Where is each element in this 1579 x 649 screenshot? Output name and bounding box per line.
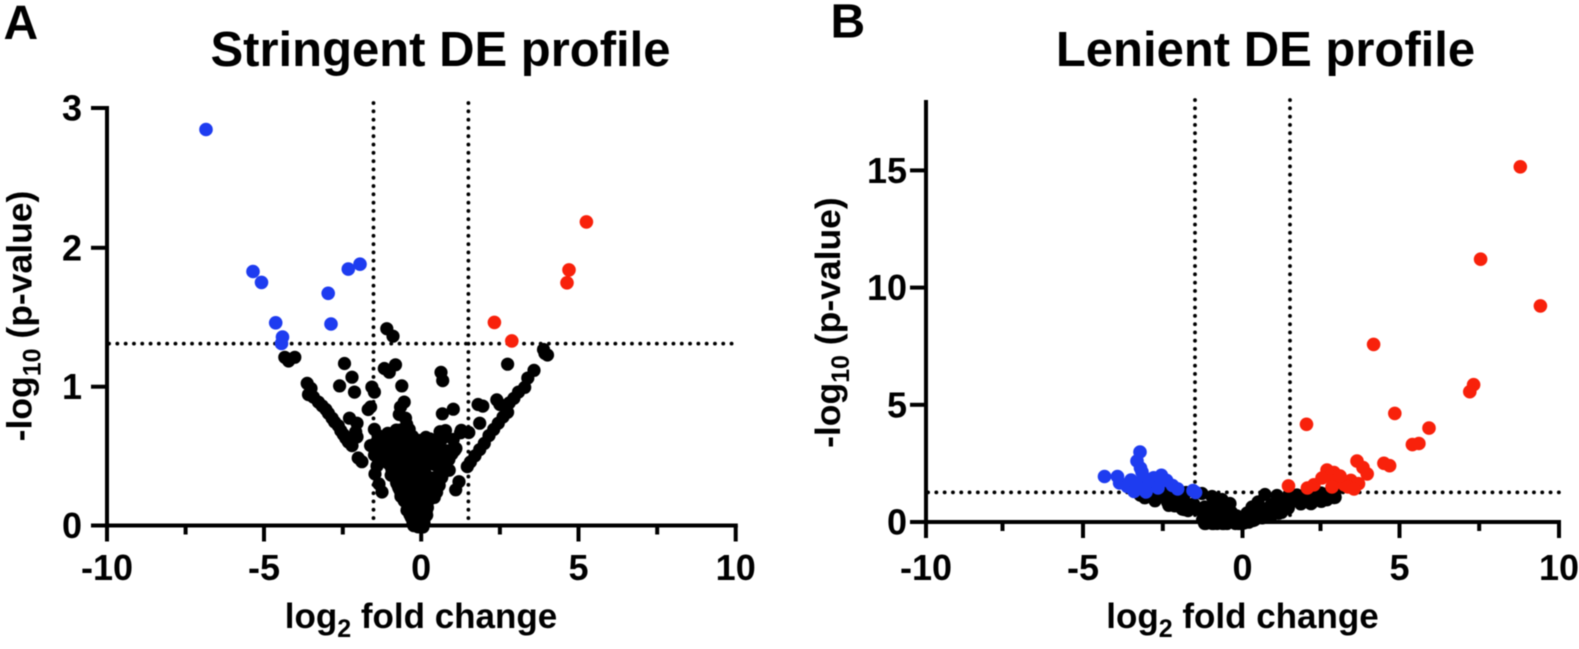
svg-text:15: 15	[867, 150, 907, 191]
svg-text:B: B	[831, 0, 866, 49]
svg-text:-log10 (p-value): -log10 (p-value)	[0, 191, 47, 442]
svg-text:10: 10	[1539, 547, 1579, 588]
svg-text:Lenient DE profile: Lenient DE profile	[1056, 23, 1475, 77]
svg-text:5: 5	[568, 547, 588, 588]
svg-text:-5: -5	[248, 547, 280, 588]
svg-text:A: A	[4, 0, 39, 50]
svg-text:log2 fold change: log2 fold change	[1106, 597, 1379, 643]
svg-text:log2 fold change: log2 fold change	[285, 597, 558, 643]
svg-text:2: 2	[62, 227, 82, 268]
svg-text:0: 0	[887, 502, 907, 543]
svg-text:3: 3	[62, 88, 82, 129]
svg-text:-log10 (p-value): -log10 (p-value)	[808, 197, 855, 448]
svg-text:0: 0	[1232, 547, 1252, 588]
svg-text:-10: -10	[900, 547, 952, 588]
svg-text:1: 1	[62, 366, 82, 407]
svg-text:0: 0	[62, 505, 82, 546]
svg-text:5: 5	[1389, 547, 1409, 588]
svg-text:5: 5	[887, 384, 907, 425]
svg-text:10: 10	[716, 547, 756, 588]
svg-text:10: 10	[867, 267, 907, 308]
svg-text:Stringent DE profile: Stringent DE profile	[210, 23, 670, 77]
svg-text:0: 0	[411, 547, 431, 588]
svg-text:-10: -10	[81, 547, 133, 588]
svg-text:-5: -5	[1067, 547, 1099, 588]
